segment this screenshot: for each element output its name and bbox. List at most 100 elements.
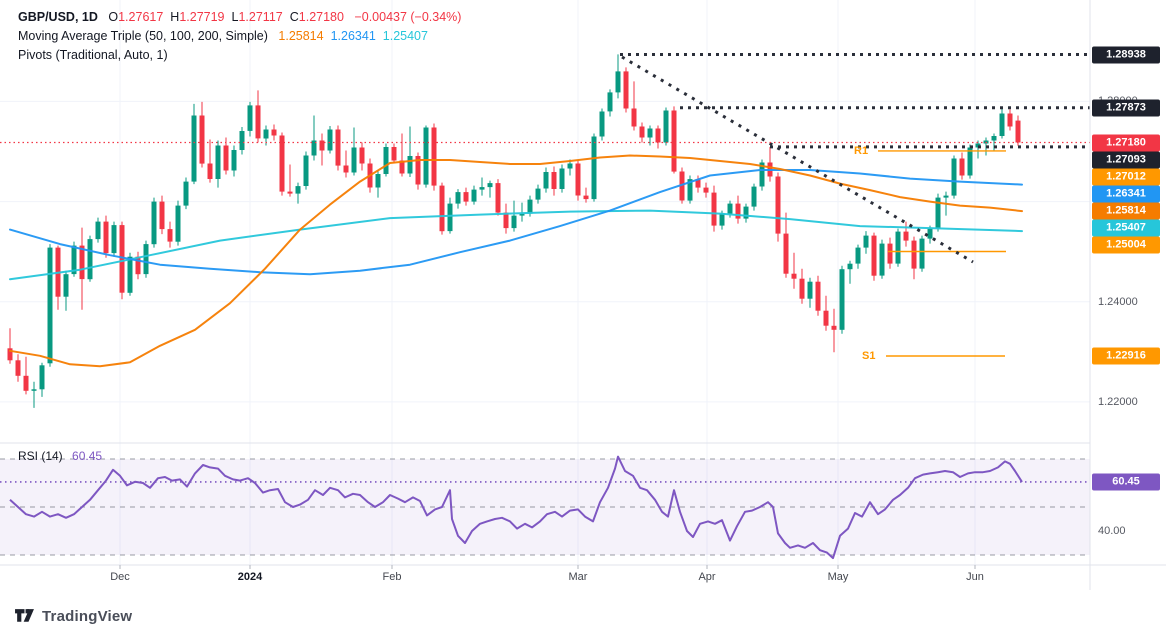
candle-body: [215, 145, 221, 179]
price-label-1.25407: 1.25407: [1092, 219, 1160, 236]
candle-body: [799, 278, 805, 299]
candle-body: [287, 191, 293, 194]
time-axis-label-Mar: Mar: [568, 571, 588, 583]
candle-body: [47, 247, 53, 364]
candle-body: [303, 155, 309, 186]
candle-body: [279, 135, 285, 192]
candle-body: [31, 389, 37, 391]
candle-body: [503, 212, 509, 229]
tradingview-watermark[interactable]: TradingView: [14, 606, 132, 627]
candle-body: [199, 115, 205, 164]
price-axis-tick: 1.24000: [1098, 295, 1138, 308]
price-label-1.28938: 1.28938: [1092, 46, 1160, 63]
candle-body: [159, 201, 165, 230]
candle-body: [255, 105, 261, 139]
candle-body: [903, 231, 909, 241]
candle-body: [39, 365, 45, 390]
candle-body: [927, 228, 933, 239]
candle-body: [127, 256, 133, 293]
candle-body: [831, 325, 837, 330]
candle-body: [703, 187, 709, 193]
price-axis-tick: 40.00: [1098, 525, 1126, 537]
candle-body: [679, 171, 685, 201]
candle-body: [943, 195, 949, 198]
candle-body: [87, 239, 93, 280]
ohlc-letter: O: [108, 10, 119, 24]
candle-body: [391, 147, 397, 161]
candle-body: [63, 274, 69, 297]
candle-body: [775, 176, 781, 234]
ohlc-value: 1.27180: [298, 10, 344, 24]
candle-body: [375, 174, 381, 188]
candle-body: [655, 128, 661, 143]
ohlc-letter: C: [289, 10, 299, 24]
candle-body: [407, 156, 413, 174]
candle-body: [15, 360, 21, 376]
candle-body: [591, 136, 597, 200]
time-axis-label-Jun: Jun: [966, 571, 984, 583]
candle-body: [111, 225, 117, 254]
ma-values: 1.25814 1.26341 1.25407: [271, 29, 428, 43]
candle-body: [751, 186, 757, 207]
candle-body: [991, 136, 997, 141]
legend-pivots-row[interactable]: Pivots (Traditional, Auto, 1): [18, 46, 461, 65]
candle-body: [743, 206, 749, 219]
candle-body: [935, 197, 941, 229]
candle-body: [919, 238, 925, 269]
candle-body: [295, 186, 301, 194]
price-label-1.27012: 1.27012: [1092, 168, 1160, 185]
ohlc-value: 1.27617: [118, 10, 164, 24]
symbol-title[interactable]: GBP/USD, 1D: [18, 10, 98, 24]
price-label-1.25004: 1.25004: [1092, 236, 1160, 253]
rsi-legend[interactable]: RSI (14) 60.45: [18, 449, 102, 463]
candle-body: [383, 147, 389, 174]
ma-value: 1.25814: [278, 29, 324, 43]
candle-body: [967, 147, 973, 176]
time-axis[interactable]: Dec 2024 Feb Mar Apr May Jun: [0, 566, 1090, 590]
candle-body: [335, 129, 341, 166]
candle-body: [959, 158, 965, 176]
price-label-1.26341: 1.26341: [1092, 185, 1160, 202]
time-axis-label-2024: 2024: [237, 571, 263, 583]
legend-symbol-row[interactable]: GBP/USD, 1D O1.27617 H1.27719 L1.27117 C1.2…: [18, 8, 461, 27]
candle-body: [519, 213, 525, 216]
candle-body: [135, 256, 141, 275]
candle-body: [631, 108, 637, 127]
time-axis-label-May: May: [827, 571, 849, 583]
candle-body: [543, 172, 549, 189]
candle-body: [247, 105, 253, 131]
pivots-title[interactable]: Pivots (Traditional, Auto, 1): [18, 48, 168, 62]
tradingview-logo-icon: [15, 609, 34, 622]
candle-body: [527, 199, 533, 214]
candle-body: [607, 92, 613, 112]
candle-body: [487, 183, 493, 188]
price-label-1.27093: 1.27093: [1092, 151, 1160, 168]
candle-body: [663, 110, 669, 143]
price-label-60.45: 60.45: [1092, 473, 1160, 491]
legend-ma-row[interactable]: Moving Average Triple (50, 100, 200, Sim…: [18, 27, 461, 46]
time-axis-label-Dec: Dec: [110, 571, 130, 583]
candle-body: [791, 273, 797, 279]
candle-body: [895, 231, 901, 264]
candle-body: [175, 205, 181, 242]
ma-value: 1.25407: [382, 29, 428, 43]
candle-body: [735, 203, 741, 219]
rsi-title-text[interactable]: RSI (14): [18, 449, 63, 463]
candle-body: [439, 185, 445, 232]
legend: GBP/USD, 1D O1.27617 H1.27719 L1.27117 C1.2…: [18, 8, 461, 65]
price-axis[interactable]: 1.280001.260001.240001.2200040.001.28938…: [1090, 0, 1166, 590]
sma200-line: [9, 209, 1023, 281]
candle-body: [23, 375, 29, 391]
candle-body: [455, 192, 461, 204]
candle-body: [271, 129, 277, 136]
candle-body: [727, 203, 733, 214]
watermark-brand: TradingView: [42, 608, 133, 625]
candle-body: [119, 225, 125, 293]
ma-title[interactable]: Moving Average Triple (50, 100, 200, Sim…: [18, 29, 268, 43]
candle-body: [431, 127, 437, 186]
candle-body: [599, 111, 605, 137]
candle-body: [783, 233, 789, 274]
ohlc-letter: L: [231, 10, 239, 24]
